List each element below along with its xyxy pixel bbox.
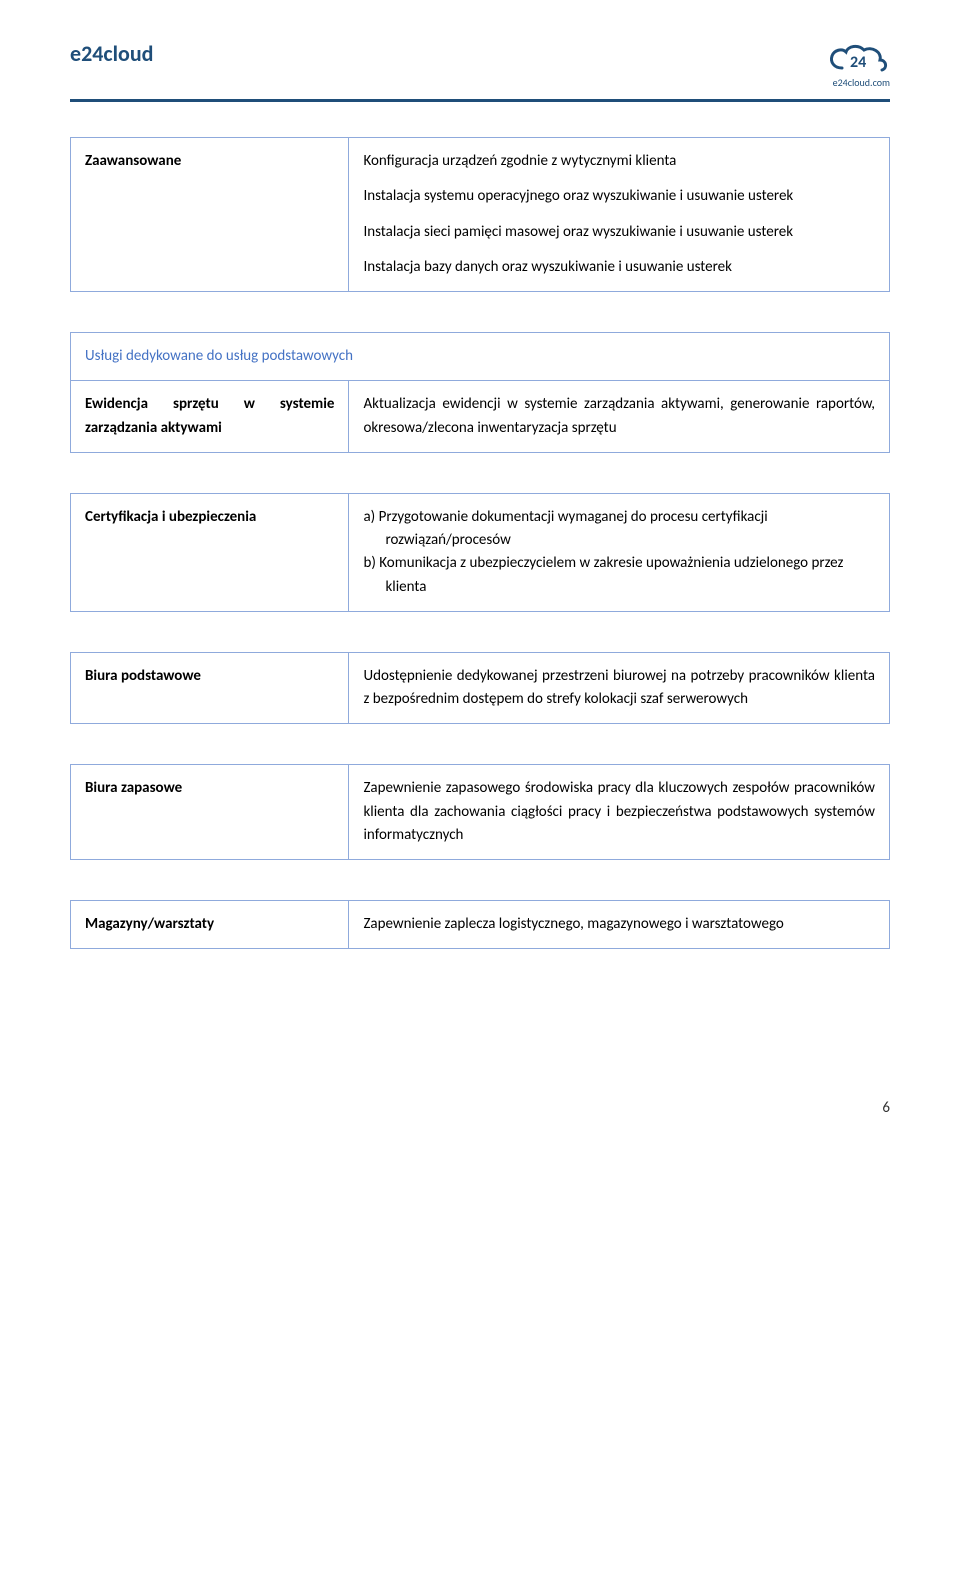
row-label: Ewidencja sprzętu w systemie zarządzania… [71,381,349,453]
row-label: Biura zapasowe [71,765,349,860]
page-header: e24cloud 24 e24cloud.com [70,40,890,102]
table-certyfikacja: Certyfikacja i ubezpieczenia a) Przygoto… [70,493,890,612]
row-label: Biura podstawowe [71,652,349,724]
paragraph: Instalacja systemu operacyjnego oraz wys… [363,185,875,208]
table-biura-podstawowe: Biura podstawowe Udostępnienie dedykowan… [70,652,890,725]
row-content: Konfiguracja urządzeń zgodnie z wytyczny… [349,138,890,292]
table-biura-zapasowe: Biura zapasowe Zapewnienie zapasowego śr… [70,764,890,860]
page-number: 6 [70,1099,890,1117]
brand-name: e24cloud [70,40,153,67]
row-content: a) Przygotowanie dokumentacji wymaganej … [349,493,890,611]
table-ewidencja: Usługi dedykowane do usług podstawowych … [70,332,890,453]
row-content: Udostępnienie dedykowanej przestrzeni bi… [349,652,890,724]
table-row: Biura podstawowe Udostępnienie dedykowan… [71,652,890,724]
row-label: Zaawansowane [71,138,349,292]
paragraph: Instalacja bazy danych oraz wyszukiwanie… [363,256,875,279]
table-row: Ewidencja sprzętu w systemie zarządzania… [71,381,890,453]
logo-subtitle: e24cloud.com [826,76,890,89]
list-item: b) Komunikacja z ubezpieczycielem w zakr… [363,552,875,599]
row-content: Zapewnienie zaplecza logistycznego, maga… [349,901,890,949]
table-row: Certyfikacja i ubezpieczenia a) Przygoto… [71,493,890,611]
list-item: a) Przygotowanie dokumentacji wymaganej … [363,506,875,553]
row-content: Zapewnienie zapasowego środowiska pracy … [349,765,890,860]
row-content: Aktualizacja ewidencji w systemie zarząd… [349,381,890,453]
table-zaawansowane: Zaawansowane Konfiguracja urządzeń zgodn… [70,137,890,292]
paragraph: Instalacja sieci pamięci masowej oraz wy… [363,221,875,244]
table-row: Biura zapasowe Zapewnienie zapasowego śr… [71,765,890,860]
logo: 24 e24cloud.com [826,40,890,89]
row-label: Magazyny/warsztaty [71,901,349,949]
cloud-icon: 24 [826,40,890,76]
paragraph: Konfiguracja urządzeń zgodnie z wytyczny… [363,150,875,173]
table-row: Zaawansowane Konfiguracja urządzeń zgodn… [71,138,890,292]
table-row: Magazyny/warsztaty Zapewnienie zaplecza … [71,901,890,949]
row-label: Certyfikacja i ubezpieczenia [71,493,349,611]
section-header-row: Usługi dedykowane do usług podstawowych [71,333,890,381]
table-magazyny: Magazyny/warsztaty Zapewnienie zaplecza … [70,900,890,949]
section-heading: Usługi dedykowane do usług podstawowych [71,333,890,381]
svg-text:24: 24 [850,53,866,72]
